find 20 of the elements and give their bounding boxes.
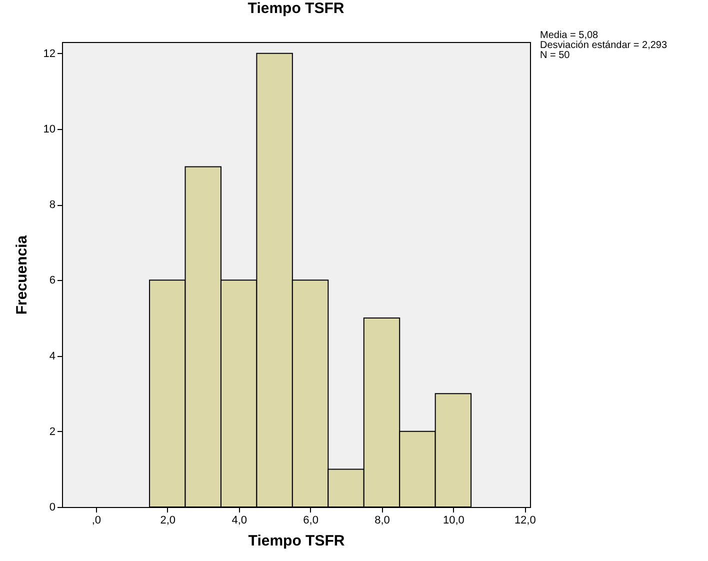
x-axis-title: Tiempo TSFR bbox=[248, 532, 345, 550]
text: N = 50 bbox=[540, 50, 570, 61]
y-tick-label: 12 bbox=[43, 48, 56, 60]
x-tick-label: 10,0 bbox=[442, 514, 464, 526]
x-tick-label: 4,0 bbox=[232, 514, 247, 526]
y-tick-label: 6 bbox=[49, 274, 56, 287]
x-tick-label: ,0 bbox=[92, 514, 102, 526]
y-axis-title: Frecuencia bbox=[13, 234, 30, 315]
y-tick-label: 10 bbox=[43, 123, 56, 136]
y-tick-label: 4 bbox=[49, 350, 56, 362]
text: Media = 5,08 bbox=[540, 30, 599, 41]
text: Desviación estándar = 2,293 bbox=[540, 40, 668, 51]
x-tick-label: 2,0 bbox=[160, 514, 176, 526]
y-tick-label: 8 bbox=[49, 199, 56, 212]
y-tick-label: 2 bbox=[49, 426, 56, 438]
y-tick-label: 0 bbox=[49, 502, 56, 514]
x-tick-label: 12,0 bbox=[514, 514, 536, 526]
x-tick-label: 8,0 bbox=[374, 514, 390, 526]
x-tick-label: 6,0 bbox=[303, 514, 318, 526]
chart-title: Tiempo TSFR bbox=[248, 0, 344, 17]
